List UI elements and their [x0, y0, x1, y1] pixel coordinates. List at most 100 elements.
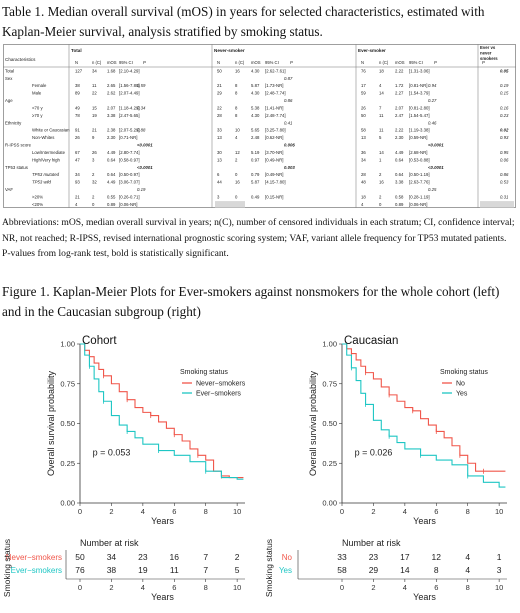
risk-x-tick-label: 2 [371, 583, 375, 592]
table-cell: 3 [92, 157, 95, 162]
table-row: <20% 4 0 0.89 [0.06-NR] 4 0 0.89 [0.06-NR] [32, 201, 514, 208]
risk-table-title: Number at risk [342, 538, 401, 548]
table-subheader: N [75, 60, 78, 65]
table-cell: [2.48-7.74] [265, 91, 286, 96]
table-cell: 5.87 [251, 180, 260, 185]
table-cell: [0.71-NR] [119, 135, 137, 140]
plot-title: Caucasian [344, 335, 398, 347]
risk-x-tick-label: 6 [172, 583, 176, 592]
table-row: Female 38 11 2.65 [1.56-7.80]0.59 21 8 5.87 [1.7… [32, 83, 509, 88]
table-row-label: Ethnicity [5, 120, 22, 125]
table-row: >20% 21 2 0.55 [0.26-0.71] 3 0 0.49 [0.15-NR] 18 2… [32, 195, 509, 200]
table-cell: 26 [92, 150, 97, 155]
risk-count: 16 [170, 552, 180, 562]
table-cell: <0.0001 [137, 143, 153, 148]
table-cell: 0.64 [395, 157, 404, 162]
table-cell-p: 0.16 [500, 105, 509, 110]
table-row: TP53 wild 93 32 4.49 [3.06-7.07] 44 16 5.87 [4.1… [32, 180, 509, 185]
table-cell: 11 [92, 83, 97, 88]
table-cell: 0.79 [251, 172, 260, 177]
table-cell: 16 [235, 180, 240, 185]
table-cell: 5.87 [251, 83, 260, 88]
table-cell: 4 [379, 83, 382, 88]
table-cell: 2.07 [107, 105, 116, 110]
table-row: Low/Intermediate 67 26 4.49 [2.80-7.74] 30 12 5… [32, 150, 509, 155]
table-cell: 4.30 [251, 91, 260, 96]
table-cell: 76 [361, 68, 366, 73]
table-subheader: mOS [251, 60, 261, 65]
table-cell: [0.06-NR] [409, 202, 427, 207]
table-row-sublabel: Low/Intermediate [32, 150, 66, 155]
table-cell: 4.49 [395, 150, 404, 155]
table-cell: 33 [217, 128, 222, 133]
table-cell: 78 [75, 113, 80, 118]
table-cell: [0.59-NR] [409, 135, 427, 140]
risk-x-tick-label: 8 [204, 583, 208, 592]
y-tick-label: 0.75 [322, 379, 337, 388]
table-cell: 0 [235, 195, 238, 200]
risk-count: 23 [369, 552, 379, 562]
table-cell: 0.88 [137, 128, 146, 133]
table-cell: [2.68-NR] [409, 150, 427, 155]
table-cell: [0.06-NR] [119, 202, 137, 207]
table-cell: 2.30 [107, 135, 116, 140]
table-cell: 19 [92, 113, 97, 118]
risk-x-axis-label: Years [413, 592, 436, 602]
km-series-line [342, 343, 506, 472]
risk-count: 2 [235, 552, 240, 562]
table-cell: <0.0001 [428, 165, 444, 170]
table-row: VAF 0.19 0.25 [5, 187, 437, 192]
table-cell: [0.49-NR] [265, 157, 283, 162]
table-caption: Table 1. Median overall survival (mOS) i… [2, 4, 485, 39]
table-row: Ethnicity 0.41 0.46 [5, 120, 437, 125]
risk-table-title: Number at risk [80, 538, 139, 548]
x-tick-label: 10 [233, 507, 241, 516]
table-cell-p: 0.86 [500, 172, 509, 177]
table-cell: [1.41-NR] [265, 105, 283, 110]
table-empty-cell-shade [480, 201, 514, 208]
table-cell: 4.30 [251, 68, 260, 73]
x-tick-label: 10 [495, 507, 503, 516]
table-subheader: mOS [107, 60, 117, 65]
table-row-label: R-IPSS score [5, 143, 32, 148]
table-cell: 21 [75, 195, 80, 200]
table-cell: 59 [361, 91, 366, 96]
table-cell: 0 [92, 202, 95, 207]
table-cell-p: 0.23 [500, 113, 509, 118]
table-cell: 0.89 [395, 202, 404, 207]
table-cell: 91 [75, 128, 80, 133]
p-value-annotation: p = 0.053 [93, 447, 131, 457]
table-cell: 1 [379, 157, 382, 162]
x-tick-label: 8 [466, 507, 470, 516]
table-cell: 2.22 [395, 128, 404, 133]
table-cell: 4.49 [107, 150, 116, 155]
table-cell: [0.15-NR] [265, 195, 283, 200]
table-cell: 0.006 [284, 143, 295, 148]
table-cell: 67 [75, 150, 80, 155]
table-cell: [0.53-0.88] [409, 157, 430, 162]
table-cell: [1.73-NR] [265, 83, 283, 88]
table-cell: [1.56-7.80] [119, 83, 140, 88]
table-cell: [0.49-NR] [265, 172, 283, 177]
risk-count: 8 [434, 565, 439, 575]
plot-title: Cohort [82, 335, 117, 347]
table-row: R-IPSS score <0.0001 0.006 <0.0001 [5, 143, 444, 148]
figure-caption: Figure 1. Kaplan-Meier Plots for Ever-sm… [2, 284, 500, 319]
table-subheader: 95% CI [119, 60, 133, 65]
table-cell: 0.25 [428, 187, 437, 192]
km-plot-cohort: Cohort 0.00 0.25 0.50 0.75 1.00 0 2 4 6 8 10 Years Ov… [2, 335, 246, 602]
table-cell: [1.54-3.79] [409, 91, 430, 96]
risk-x-tick-label: 4 [141, 583, 145, 592]
y-tick-label: 0.50 [60, 419, 75, 428]
table-cell: 48 [361, 180, 366, 185]
table-cell: 8 [235, 113, 238, 118]
table-subheader: 95% CI [409, 60, 423, 65]
table-cell: [1.54-5.47] [409, 113, 430, 118]
table-cell: 28 [361, 172, 366, 177]
risk-y-title: Smoking status [2, 539, 12, 597]
table-cell: 12 [235, 150, 240, 155]
table-cell: 4 [75, 202, 78, 207]
table-cell: 1.68 [107, 68, 116, 73]
table-cell: 16 [235, 68, 240, 73]
table-row: Non-Whites 26 9 2.30 [0.71-NR] 13 4 2.48 [0.62-N… [32, 135, 509, 140]
